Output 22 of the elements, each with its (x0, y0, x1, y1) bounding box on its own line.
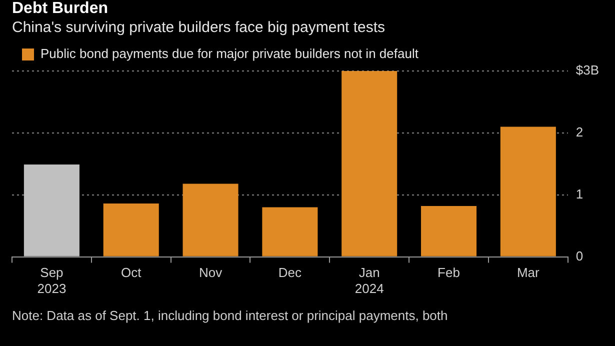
chart-title: Debt Burden (11, 0, 109, 18)
x-tick-label: Feb (438, 265, 460, 280)
bar (103, 204, 159, 256)
x-tick-label: Dec (278, 265, 302, 280)
y-tick-label: 2 (576, 124, 584, 140)
bar (262, 207, 318, 256)
bar (182, 184, 238, 256)
y-tick-label: $3B (576, 62, 600, 78)
bar (342, 71, 398, 256)
chart-subtitle: China's surviving private builders face big payment tests (11, 18, 386, 38)
x-tick-label: Oct (121, 265, 142, 280)
y-tick-label: 1 (576, 186, 584, 202)
text: Note: Data as of Sept. 1, including bond interest or principal payments, both (12, 308, 449, 324)
x-tick-label: Nov (198, 265, 223, 280)
x-tick-label: Jan 2024 (354, 265, 384, 296)
y-tick-label: 0 (576, 248, 584, 264)
x-tick-label: Sep 2023 (37, 265, 66, 296)
bar (420, 206, 477, 256)
bar (500, 126, 556, 256)
x-tick-label: Mar (516, 265, 540, 280)
legend-label: Public bond payments due for major private builders not in default (40, 46, 419, 62)
bar (24, 164, 80, 256)
